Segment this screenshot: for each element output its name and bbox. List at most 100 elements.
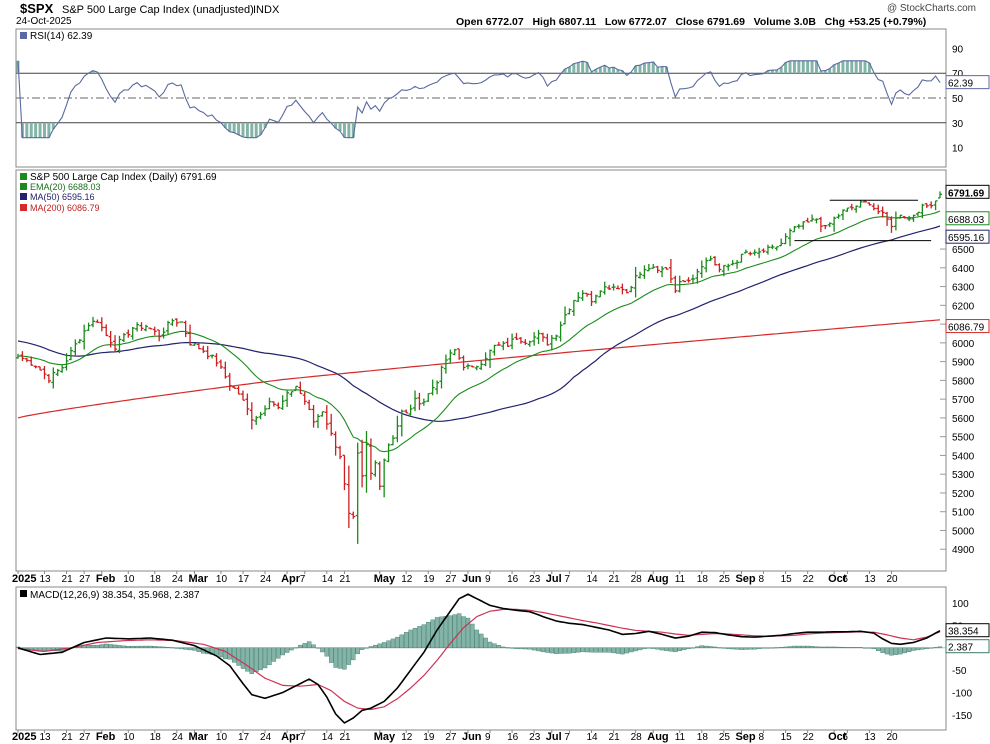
price-panel xyxy=(15,169,947,572)
macd-histogram-bar xyxy=(470,623,475,649)
macd-histogram-bar xyxy=(911,647,916,651)
ma50-legend-swatch xyxy=(20,193,27,200)
macd-histogram-bar xyxy=(876,647,881,651)
price-ytick-label: 6500 xyxy=(952,245,975,256)
macd-histogram-bar xyxy=(355,647,360,655)
macd-histogram-bar xyxy=(439,616,444,649)
x-tick-label: 25 xyxy=(719,574,731,585)
x-tick-label: 24 xyxy=(172,732,184,743)
macd-histogram-bar xyxy=(404,632,409,649)
x-tick-label: 21 xyxy=(62,574,74,585)
macd-signal-line xyxy=(17,608,941,711)
x-tick-label: 16 xyxy=(507,732,519,743)
x-tick-label: Jul xyxy=(546,573,562,585)
x-tick-label: 13 xyxy=(39,574,51,585)
x-tick-label: Oct xyxy=(828,731,847,743)
macd-histogram-bar xyxy=(655,647,660,650)
price-ytick-label: 5600 xyxy=(952,414,975,425)
ma50-value-label-box xyxy=(945,229,990,244)
x-tick-label: 8 xyxy=(759,732,765,743)
price-ytick-label: 5500 xyxy=(952,433,975,444)
price-ytick-label: 6000 xyxy=(952,339,975,350)
histogram-value-label-box xyxy=(945,639,990,654)
macd-histogram-bar xyxy=(187,647,193,651)
macd-histogram-bar xyxy=(492,643,497,649)
rsi-ytick-label: 70 xyxy=(952,69,964,80)
macd-ytick-label: -100 xyxy=(952,689,972,700)
macd-histogram-bar xyxy=(523,647,528,650)
x-tick-label: 17 xyxy=(238,574,250,585)
macd-histogram-bar xyxy=(567,647,572,654)
x-tick-label: 13 xyxy=(864,574,876,585)
macd-histogram-bar xyxy=(624,647,629,654)
macd-histogram-bar xyxy=(545,647,550,653)
macd-histogram-bar xyxy=(792,645,797,649)
macd-histogram-bar xyxy=(112,644,118,649)
x-tick-label: 7 xyxy=(300,574,306,585)
x-tick-label: 2025 xyxy=(12,731,36,743)
macd-histogram-bar xyxy=(390,638,396,649)
macd-histogram-bar xyxy=(284,647,290,653)
macd-histogram-bar xyxy=(280,647,285,656)
price-title: S&P 500 Large Cap Index (Daily) 6791.69 xyxy=(30,172,217,183)
macd-histogram-bar xyxy=(867,647,872,649)
macd-histogram-bar xyxy=(743,647,749,650)
macd-histogram-bar xyxy=(518,647,524,650)
rsi-line xyxy=(17,60,941,139)
macd-histogram-bar xyxy=(426,622,431,649)
macd-histogram-bar xyxy=(756,647,762,649)
x-tick-label: 11 xyxy=(675,732,686,743)
ma200-value-label-box xyxy=(945,319,990,334)
last-close-label: 6791.69 xyxy=(948,188,985,199)
x-tick-label: Aug xyxy=(647,573,668,585)
macd-histogram-bar xyxy=(461,616,466,649)
watermark: @ StockCharts.com xyxy=(887,3,976,14)
ma200-legend-swatch xyxy=(20,204,27,211)
exchange-label: INDX xyxy=(253,4,280,16)
histogram-value-label: 2.387 xyxy=(948,643,973,654)
macd-histogram-bar xyxy=(333,647,338,668)
x-tick-label: 19 xyxy=(423,574,435,585)
x-tick-label: 17 xyxy=(238,732,250,743)
macd-histogram-bar xyxy=(611,647,616,654)
x-tick-label: 13 xyxy=(864,732,876,743)
macd-histogram-bar xyxy=(920,647,925,650)
price-ytick-label: 5000 xyxy=(952,526,975,537)
x-tick-label: 20 xyxy=(886,574,898,585)
ma50-legend: MA(50) 6595.16 xyxy=(30,192,95,202)
macd-histogram-bar xyxy=(774,647,779,649)
macd-histogram-bar xyxy=(831,646,837,649)
macd-histogram-bar xyxy=(576,647,581,653)
macd-histogram-bar xyxy=(395,636,400,649)
macd-histogram-bar xyxy=(554,647,559,654)
macd-histogram-bar xyxy=(289,647,294,651)
macd-histogram-bar xyxy=(104,643,109,649)
x-tick-label: 23 xyxy=(529,732,541,743)
macd-histogram-bar xyxy=(267,647,272,665)
macd-histogram-bar xyxy=(417,626,422,649)
macd-histogram-bar xyxy=(796,645,802,649)
macd-ytick-label: -150 xyxy=(952,711,972,722)
macd-histogram-bar xyxy=(381,642,387,649)
macd-histogram-bar xyxy=(686,647,691,649)
x-tick-label: Apr xyxy=(281,731,301,743)
macd-histogram-bar xyxy=(695,646,700,649)
macd-histogram-bar xyxy=(514,647,519,649)
x-tick-label: 24 xyxy=(260,732,272,743)
macd-histogram-bar xyxy=(148,645,153,649)
x-tick-label: 13 xyxy=(39,732,51,743)
price-ytick-label: 5400 xyxy=(952,451,975,462)
macd-histogram-bar xyxy=(726,647,731,649)
ma50-value-label: 6595.16 xyxy=(948,233,985,244)
macd-histogram-bar xyxy=(593,647,599,653)
macd-histogram-bar xyxy=(501,646,506,649)
price-ytick-label: 5100 xyxy=(952,508,975,519)
macd-histogram-bar xyxy=(642,647,647,650)
x-tick-label: 28 xyxy=(631,574,643,585)
x-tick-label: 16 xyxy=(507,574,519,585)
macd-histogram-bar xyxy=(527,647,532,650)
ema20-legend: EMA(20) 6688.03 xyxy=(30,182,101,192)
x-tick-label: Feb xyxy=(96,731,116,743)
macd-histogram-bar xyxy=(99,644,105,649)
x-tick-label: Jul xyxy=(546,731,562,743)
